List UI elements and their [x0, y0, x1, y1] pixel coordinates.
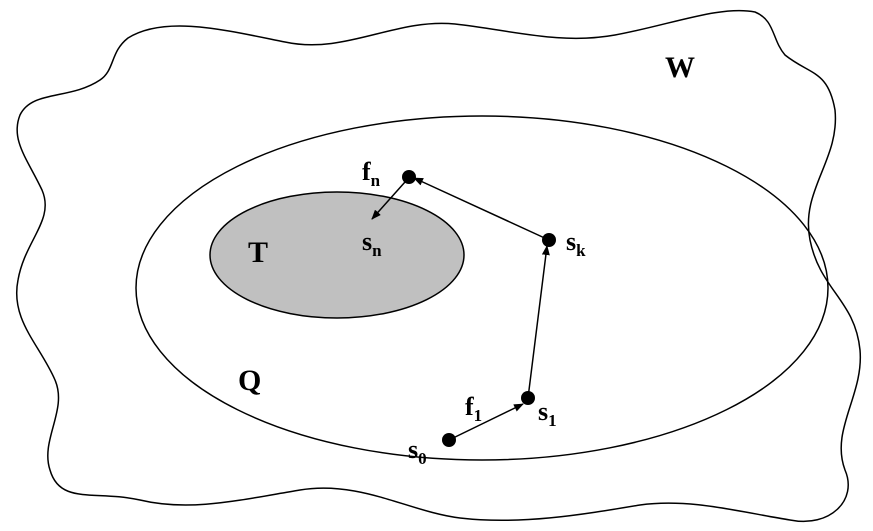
state-label-s0: s0	[408, 435, 427, 468]
region-q-ellipse	[135, 115, 829, 461]
region-t-ellipse	[209, 191, 465, 319]
state-label-sn: sn	[362, 227, 382, 260]
arrow-sk-fn	[413, 177, 550, 241]
state-label-sk: sk	[566, 227, 586, 260]
region-label-t: T	[248, 236, 268, 269]
action-label-fn: fn	[362, 157, 381, 190]
action-label-f1: f1	[465, 392, 482, 425]
arrow-s1-sk	[527, 245, 550, 399]
state-label-s1: s1	[538, 397, 557, 430]
state-point-s1	[521, 391, 535, 405]
region-w-boundary	[15, 9, 862, 523]
arrow-fn-sn	[371, 181, 406, 220]
state-point-s0	[442, 433, 456, 447]
region-label-w: W	[665, 51, 695, 84]
arrow-s0-s1	[448, 403, 524, 441]
state-point-sk	[542, 233, 556, 247]
state-point-fn	[402, 170, 416, 184]
region-label-q: Q	[238, 364, 261, 397]
